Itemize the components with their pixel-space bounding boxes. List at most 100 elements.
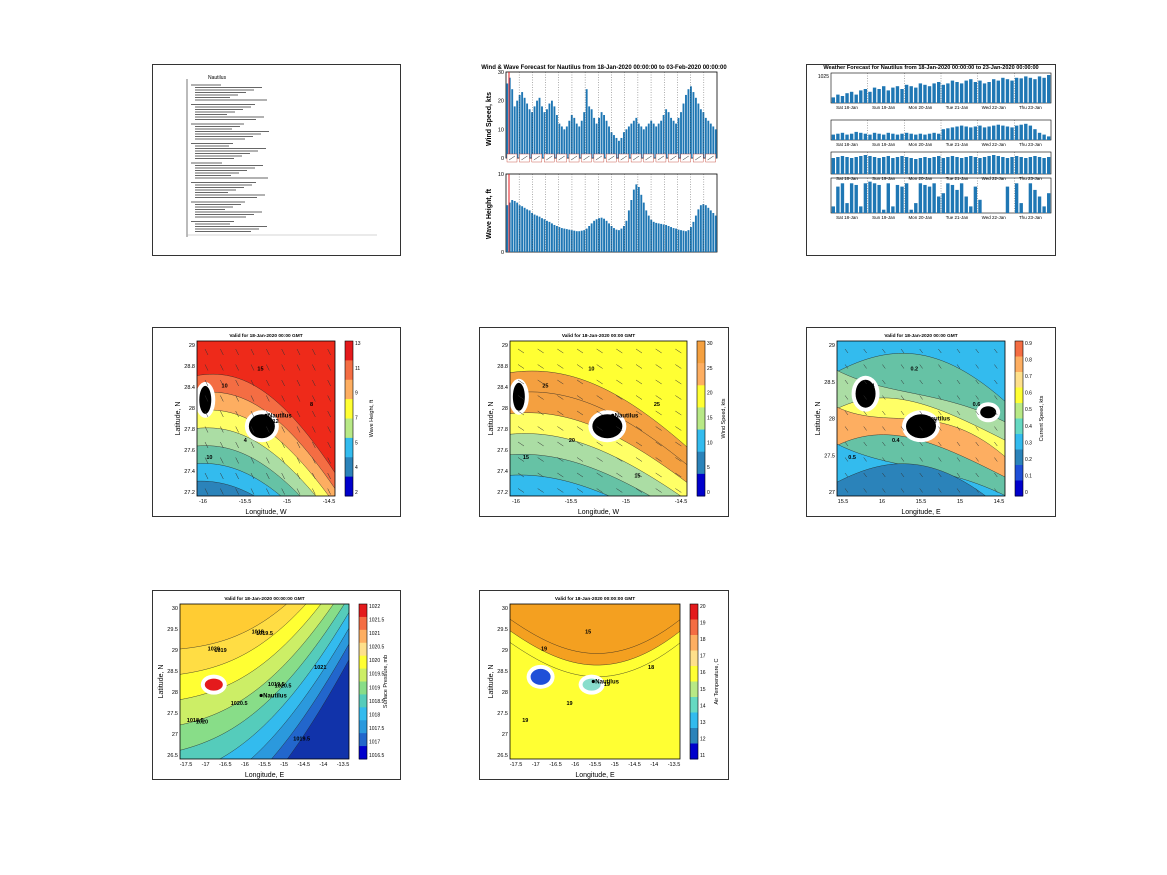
- bar: [1047, 157, 1051, 174]
- bar: [553, 106, 556, 158]
- vector-arrow: [919, 472, 923, 478]
- vector-arrow: [557, 364, 564, 369]
- bar: [955, 189, 959, 213]
- bar: [560, 228, 563, 252]
- bar: [950, 156, 955, 174]
- bar: [845, 93, 849, 103]
- colorbar-tick: 10: [707, 440, 713, 446]
- bar: [558, 123, 561, 158]
- y-tick-label: 30: [172, 606, 178, 612]
- x-tick-label: -15.5: [239, 499, 252, 505]
- bar: [689, 227, 692, 252]
- vector-arrow: [675, 395, 682, 400]
- bar: [1005, 79, 1010, 103]
- vector-arrow: [296, 410, 301, 418]
- vector-arrow: [266, 379, 270, 387]
- vector-arrow: [281, 379, 285, 387]
- vector-arrow: [576, 488, 584, 493]
- bar: [1001, 125, 1005, 140]
- contour-label: 8: [310, 402, 313, 408]
- vector-arrow: [956, 472, 961, 478]
- x-tick-label: -14: [319, 762, 327, 768]
- vector-arrow: [919, 379, 923, 385]
- bar: [511, 89, 514, 158]
- vector-arrow: [327, 379, 331, 387]
- bar: [978, 199, 982, 213]
- bar: [660, 223, 663, 252]
- vector-arrow: [235, 426, 239, 433]
- bar: [941, 193, 945, 213]
- vector-arrow: [956, 379, 961, 385]
- bar: [580, 230, 583, 252]
- vector-arrow: [250, 426, 255, 433]
- vector-arrow: [266, 488, 270, 495]
- wave-map-panel: 10 12 10 15 8 4 Nautilus Valid for 18-Jan-2020 …: [152, 327, 401, 517]
- contour-band: [837, 463, 986, 496]
- bar: [900, 89, 904, 103]
- wind-arrow: [521, 155, 528, 161]
- forecast-text-panel: Nautilus: [152, 64, 401, 256]
- colorbar-tick: 1016.5: [369, 753, 385, 759]
- wind-arrow: [546, 155, 553, 161]
- x-tick-label: 14.5: [994, 499, 1005, 505]
- day-label: Wed 22-Jan: [982, 215, 1007, 220]
- bar: [568, 120, 571, 158]
- bar: [849, 158, 854, 174]
- vector-arrow: [296, 441, 301, 449]
- bar: [923, 157, 927, 174]
- vector-arrow: [250, 457, 255, 464]
- x-tick-label: 15.5: [838, 499, 849, 505]
- map-ylabel: Latitude, N: [488, 665, 495, 699]
- bar: [578, 231, 581, 252]
- island: [530, 668, 551, 685]
- y-tick-label: 29.5: [497, 627, 508, 633]
- bar: [959, 183, 964, 213]
- colorbar-segment: [345, 457, 353, 478]
- colorbar-label: Surface Pressure, mb: [383, 655, 389, 708]
- vector-arrow: [250, 395, 255, 402]
- y-tick-label: 27: [172, 732, 178, 738]
- bar: [565, 126, 568, 158]
- pressure-map-svg: 10201019.51018.5101810211020.51019.51019…: [158, 596, 389, 779]
- bar: [937, 196, 941, 213]
- vector-arrow: [956, 457, 961, 462]
- bar: [538, 216, 541, 252]
- bar: [1005, 126, 1010, 140]
- bar: [840, 96, 845, 103]
- vector-arrow: [596, 379, 603, 385]
- vector-arrow: [994, 348, 998, 354]
- vector-arrow: [956, 410, 961, 416]
- wind-ylabel: Wind Speed, kts: [486, 92, 493, 146]
- bar: [918, 83, 923, 103]
- bar: [670, 117, 673, 158]
- bar: [927, 158, 932, 174]
- bar: [1014, 125, 1019, 140]
- vector-arrow: [204, 488, 209, 495]
- vector-arrow: [844, 364, 849, 369]
- colorbar-tick: 17: [700, 654, 706, 660]
- bar: [840, 156, 845, 174]
- bar: [632, 120, 635, 158]
- day-label: Mon 20-Jan: [908, 215, 932, 220]
- vector-arrow: [900, 441, 905, 447]
- x-tick-label: -16: [241, 762, 249, 768]
- bar: [831, 97, 835, 103]
- vector-arrow: [517, 488, 525, 493]
- day-label: Tue 21-Jan: [946, 176, 969, 181]
- bar: [886, 156, 890, 174]
- vector-arrow: [312, 364, 316, 371]
- bar: [868, 156, 872, 174]
- colorbar-tick: 5: [355, 440, 358, 446]
- vector-arrow: [675, 348, 682, 354]
- colorbar-tick: 12: [700, 736, 706, 742]
- bar: [909, 86, 913, 103]
- y-tick-label: 28.4: [184, 385, 195, 391]
- vector-arrow: [635, 348, 643, 354]
- vector-arrow: [296, 348, 301, 356]
- vector-arrow: [250, 379, 255, 387]
- wind-wave-title: Wind & Wave Forecast for Nautilus from 1…: [481, 65, 727, 71]
- x-tick-label: -16: [512, 499, 520, 505]
- map-frame: [196, 340, 336, 497]
- bar: [946, 83, 950, 103]
- vector-arrow: [537, 348, 544, 354]
